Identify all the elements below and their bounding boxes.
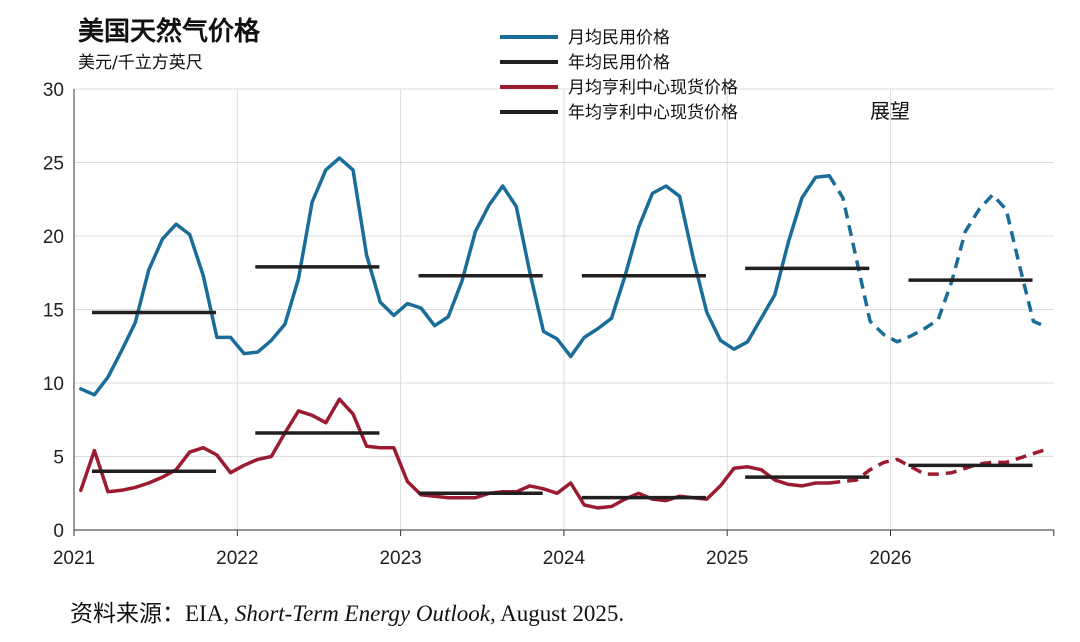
x-tick-label: 2025 xyxy=(706,548,748,569)
x-tick-label: 2026 xyxy=(869,548,911,569)
chart-subtitle: 美元/千立方英尺 xyxy=(78,53,203,73)
grid xyxy=(74,88,1054,530)
y-tick-label: 0 xyxy=(53,521,64,542)
chart-title: 美国天然气价格 xyxy=(78,16,261,47)
y-tick-label: 25 xyxy=(43,154,64,175)
x-tick-label: 2021 xyxy=(53,548,95,569)
source-note: 资料来源：EIA, Short-Term Energy Outlook, Aug… xyxy=(70,594,624,628)
legend: 月均民用价格 年均民用价格 月均亨利中心现货价格 年均亨利中心现货价格 xyxy=(500,28,738,123)
legend-label-monthly-residential: 月均民用价格 xyxy=(568,28,670,48)
y-tick-label: 30 xyxy=(43,80,64,101)
monthly-residential-line xyxy=(79,156,832,397)
x-tick-label: 2023 xyxy=(379,548,421,569)
source-publication: Short-Term Energy Outlook, xyxy=(234,601,496,626)
y-tick-label: 10 xyxy=(43,374,64,395)
y-tick-label: 15 xyxy=(43,301,64,322)
legend-label-annual-residential: 年均民用价格 xyxy=(568,53,670,73)
outlook-label: 展望 xyxy=(870,99,910,123)
monthly-henry-hub-forecast-line xyxy=(829,447,1048,485)
legend-label-monthly-henry-hub: 月均亨利中心现货价格 xyxy=(568,78,738,98)
x-tick-label: 2024 xyxy=(543,548,586,569)
legend-label-annual-henry-hub: 年均亨利中心现货价格 xyxy=(568,103,738,123)
source-prefix: 资料来源：EIA, xyxy=(70,601,235,626)
x-tick-label: 2022 xyxy=(216,548,258,569)
y-tick-label: 5 xyxy=(53,448,64,469)
monthly-residential-forecast-line xyxy=(827,174,1048,344)
series-layer xyxy=(79,156,1048,510)
source-suffix: August 2025. xyxy=(495,601,625,626)
y-tick-label: 20 xyxy=(43,227,64,248)
